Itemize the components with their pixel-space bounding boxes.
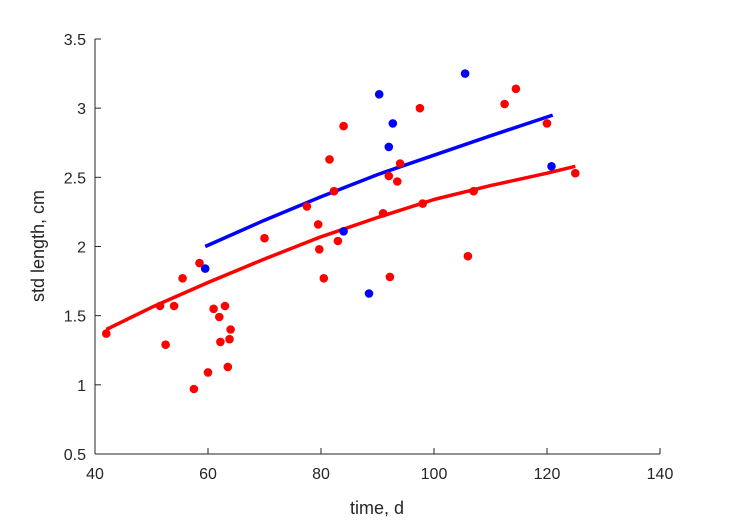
y-tick-label-0.5: 0.5 xyxy=(64,447,86,464)
x-tick-label-120: 120 xyxy=(534,466,561,483)
data-point-series-1-32 xyxy=(463,251,473,261)
data-point-series-1-37 xyxy=(571,168,580,178)
data-point-series-1-35 xyxy=(511,84,521,94)
data-point-series-1-19 xyxy=(315,245,324,254)
x-tick-label-100: 100 xyxy=(421,466,448,483)
data-point-series-1-31 xyxy=(418,199,428,208)
data-point-series-1-23 xyxy=(333,236,343,246)
data-point-series-1-12 xyxy=(220,301,230,311)
data-point-series-2-2 xyxy=(339,227,348,236)
plot-marks xyxy=(102,69,580,394)
data-point-series-1-17 xyxy=(302,202,312,211)
data-point-series-2-4 xyxy=(374,90,384,99)
data-point-series-1-6 xyxy=(189,384,199,394)
data-point-series-1-28 xyxy=(393,177,402,186)
data-point-series-1-15 xyxy=(226,325,235,334)
x-axis-label: time, d xyxy=(350,498,404,518)
data-point-series-1-16 xyxy=(260,233,269,243)
data-point-series-1-36 xyxy=(542,119,552,128)
data-point-series-1-9 xyxy=(209,304,218,314)
y-axis-label: std length, cm xyxy=(28,190,48,302)
data-point-series-1-20 xyxy=(319,274,329,283)
data-point-series-1-3 xyxy=(161,340,170,350)
axes: 40 60 80 100 120 140 0.5 1 1.5 2 2.5 3 3.5 xyxy=(64,32,674,483)
data-point-series-1-25 xyxy=(378,209,388,218)
data-point-series-1-8 xyxy=(203,368,213,377)
data-point-series-1-21 xyxy=(325,155,334,164)
data-point-series-1-24 xyxy=(339,121,348,131)
data-point-series-1-26 xyxy=(384,171,394,181)
data-point-series-1-30 xyxy=(415,103,425,113)
fit-line-series-2 xyxy=(204,113,554,249)
y-tick-label-1: 1 xyxy=(77,378,86,395)
data-point-series-1-4 xyxy=(169,301,179,311)
data-point-series-1-14 xyxy=(225,334,234,344)
data-point-series-1-29 xyxy=(395,159,405,168)
data-point-series-1-11 xyxy=(216,337,225,347)
data-point-series-2-6 xyxy=(388,119,398,128)
data-point-series-1-18 xyxy=(313,220,323,229)
data-point-series-2-5 xyxy=(384,142,394,152)
data-point-series-1-33 xyxy=(469,186,478,196)
x-tick-label-40: 40 xyxy=(86,466,104,483)
y-tick-label-1.5: 1.5 xyxy=(64,309,86,326)
x-tick-label-140: 140 xyxy=(647,466,674,483)
data-point-series-2-7 xyxy=(460,69,470,78)
data-point-series-1-10 xyxy=(215,312,224,322)
data-point-series-1-34 xyxy=(500,99,509,109)
data-point-series-2-3 xyxy=(364,289,374,298)
y-tick-label-3: 3 xyxy=(77,101,86,118)
x-tick-label-80: 80 xyxy=(312,466,330,483)
data-point-series-1-1 xyxy=(102,329,111,338)
data-point-series-1-7 xyxy=(195,258,204,268)
fit-line-series-1 xyxy=(105,164,576,332)
y-tick-label-2: 2 xyxy=(77,240,86,257)
data-point-series-2-8 xyxy=(547,162,556,171)
data-point-series-2-1 xyxy=(200,264,210,273)
y-tick-label-2.5: 2.5 xyxy=(64,170,86,187)
data-point-series-1-22 xyxy=(329,186,339,196)
data-point-series-1-27 xyxy=(385,272,395,282)
x-tick-label-60: 60 xyxy=(199,466,217,483)
data-point-series-1-13 xyxy=(223,362,233,372)
data-point-series-1-2 xyxy=(155,301,165,311)
data-point-series-1-5 xyxy=(178,274,187,283)
y-tick-label-3.5: 3.5 xyxy=(64,32,86,49)
